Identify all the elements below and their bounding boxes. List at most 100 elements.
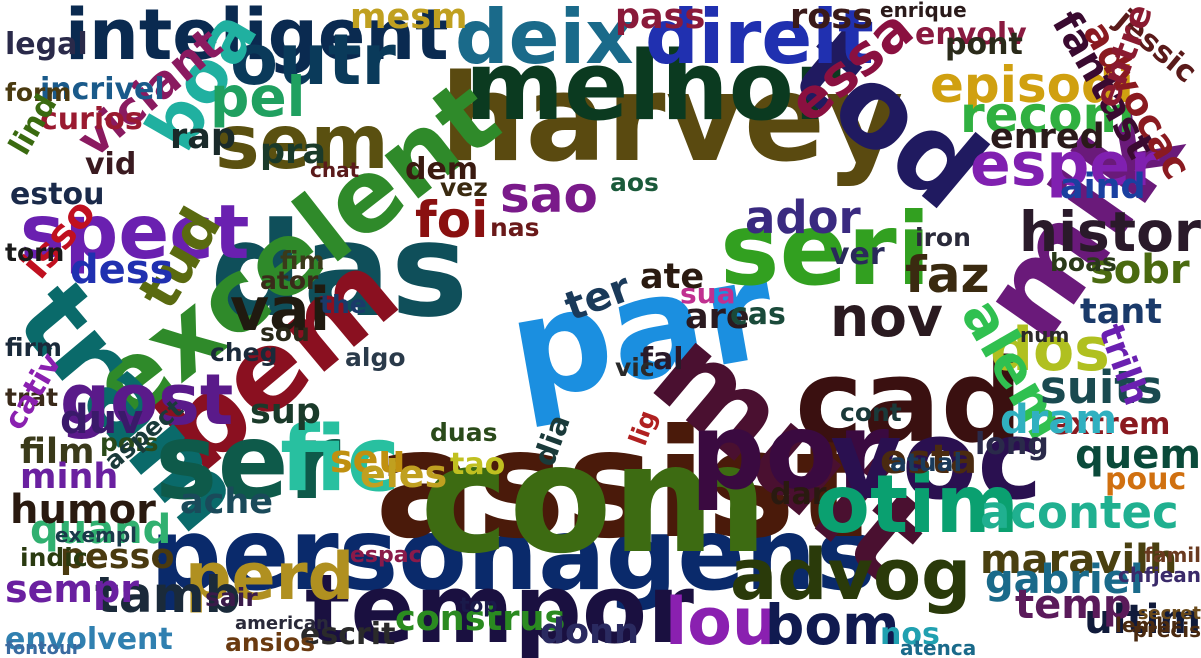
word-faz: faz	[905, 246, 990, 304]
word-das: das	[210, 194, 469, 346]
word-sobr: sobr	[1090, 247, 1190, 293]
word-nos: nos	[880, 617, 940, 652]
word-incrivel: incrivel	[40, 72, 165, 107]
word-chfjean: chfjean	[1118, 563, 1201, 587]
word-top: top	[460, 593, 498, 617]
word-construs: construs	[395, 599, 566, 639]
word-pra: pra	[260, 132, 326, 172]
word-are: are	[685, 297, 750, 337]
word-enred: enred	[990, 117, 1105, 157]
word-tamb: tamb	[95, 566, 241, 624]
word-minh: minh	[20, 457, 119, 497]
word-fim: fim	[280, 246, 325, 275]
word-maravilh: maravilh	[980, 537, 1178, 583]
word-curios: curios	[40, 102, 143, 137]
word-film: film	[20, 432, 95, 472]
word-ver: ver	[830, 237, 885, 272]
word-acontec: acontec	[980, 486, 1179, 539]
word-dos: dos	[990, 315, 1110, 385]
word-quem: quem	[1075, 432, 1201, 478]
word-vez: vez	[440, 173, 488, 202]
word-seri: seri	[720, 191, 931, 308]
word-escrit: escrit	[300, 617, 396, 652]
word-torn: torn	[5, 238, 65, 267]
word-sao: sao	[500, 166, 598, 224]
word-harvey: harvey	[440, 50, 904, 189]
word-aind: aind	[1060, 167, 1146, 207]
word-advog: advog	[730, 534, 972, 616]
word-pel: pel	[210, 65, 306, 129]
word-sair: sair	[205, 583, 258, 612]
word-fic: fic	[280, 407, 401, 512]
word-fontour: fontour	[5, 638, 81, 658]
word-esper: esper	[970, 130, 1160, 200]
word-estou: estou	[10, 177, 105, 212]
word-dar: dar	[770, 477, 827, 512]
word-histor: histor	[1019, 200, 1201, 264]
word-the: the	[320, 290, 367, 319]
word-extrem: extrem	[1050, 407, 1171, 442]
word-tant: tant	[1080, 292, 1162, 332]
word-ansios: ansios	[225, 628, 316, 657]
word-donn: donn	[540, 612, 639, 652]
word-eles: eles	[360, 452, 448, 496]
word-por: por	[690, 391, 890, 513]
word-lou: lou	[665, 585, 779, 658]
word-espac: espac	[350, 543, 422, 568]
word-atenca: atenca	[900, 636, 977, 658]
word-duv: duv	[60, 397, 144, 443]
word-suits: suits	[1040, 361, 1163, 414]
word-iron: iron	[915, 223, 971, 252]
word-vid: vid	[85, 147, 137, 182]
word-inteligent: inteligent	[65, 0, 449, 76]
word-envolvent: envolvent	[5, 622, 173, 657]
word-otim: otim	[815, 458, 1019, 551]
word-sempr: sempr	[5, 567, 139, 611]
word-dem: dem	[405, 152, 479, 187]
word-algo: algo	[345, 343, 406, 372]
word-duas: duas	[430, 418, 498, 447]
word-tempor: tempor	[305, 555, 694, 658]
word-sup: sup	[250, 392, 321, 432]
word-seu: seu	[330, 437, 406, 481]
word-ador: ador	[745, 191, 861, 244]
word-pont: pont	[945, 27, 1023, 62]
word-num: num	[1020, 323, 1070, 347]
word-foi: foi	[415, 191, 489, 249]
word-famil: famil	[1144, 543, 1201, 567]
word-american: american	[235, 613, 329, 634]
word-temp: temp	[1015, 582, 1132, 628]
word-exempl: exempl	[55, 523, 138, 547]
word-com: com	[420, 413, 769, 587]
word-fal: fal	[640, 342, 684, 377]
word-bom: bom	[765, 593, 900, 657]
word-pass: pass	[615, 0, 706, 37]
word-form: form	[5, 78, 72, 107]
word-dram: dram	[1000, 397, 1118, 443]
word-ator: ator	[260, 266, 319, 295]
word-sem: sem	[215, 98, 389, 186]
word-recom: recom	[960, 86, 1135, 144]
word-lembr: lembr	[1115, 613, 1181, 637]
word-envolv: envolv	[915, 17, 1027, 52]
word-mesm: mesm	[350, 0, 468, 37]
word-precis: precis	[1132, 618, 1201, 642]
word-dess: dess	[70, 247, 174, 293]
word-spect: spect	[20, 188, 250, 276]
word-sua: sua	[680, 277, 736, 310]
word-ross: ross	[790, 0, 873, 37]
word-outr: outr	[230, 19, 396, 101]
word-perd: perd	[185, 540, 355, 615]
word-nov: nov	[830, 285, 943, 349]
word-humor: humor	[10, 487, 156, 533]
word-aos: aos	[610, 168, 659, 197]
word-rap: rap	[170, 117, 236, 157]
word-melhor: melhor	[465, 32, 841, 142]
word-sou: sou	[260, 318, 310, 347]
word-pesso: pesso	[60, 537, 175, 577]
word-cas: cas	[730, 297, 786, 332]
word-assist: assist	[375, 398, 868, 572]
word-pouc: pouc	[1105, 462, 1187, 497]
word-personagens: personagens	[150, 496, 876, 613]
